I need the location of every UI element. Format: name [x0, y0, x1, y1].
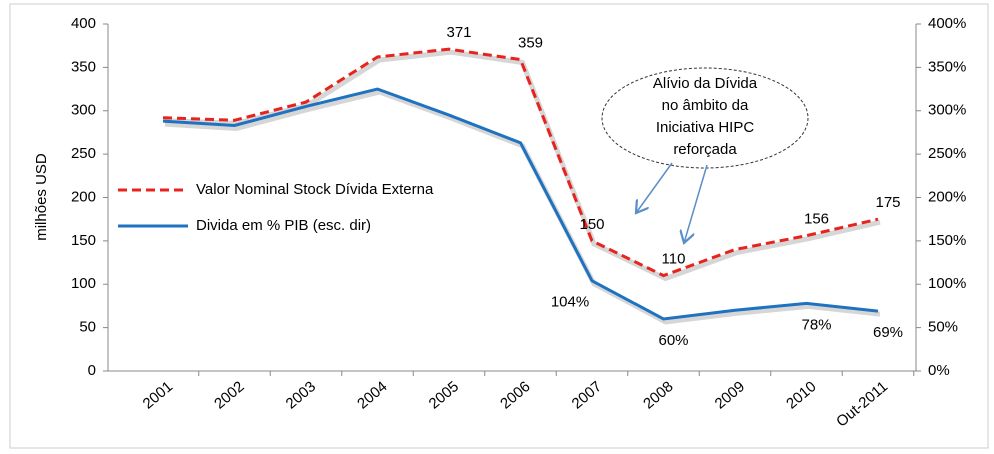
- y2-tick-label: 150%: [928, 232, 966, 249]
- annotation-arrow: [684, 164, 708, 243]
- y-axis-label: milhões USD: [33, 153, 50, 241]
- y-tick-label: 350: [71, 58, 96, 75]
- annotation-text: Iniciativa HIPC: [656, 119, 755, 136]
- annotation-text: Alívio da Dívida: [653, 75, 758, 92]
- data-label: 371: [446, 24, 471, 41]
- y2-tick-label: 200%: [928, 188, 966, 205]
- y-tick-label: 100: [71, 275, 96, 292]
- y-tick-label: 400: [71, 15, 96, 32]
- data-label: 60%: [658, 332, 688, 349]
- annotation-text: no âmbito da: [662, 97, 749, 114]
- y2-tick-label: 50%: [928, 319, 958, 336]
- y-tick-label: 250: [71, 145, 96, 162]
- data-label: 175: [875, 194, 900, 211]
- annotation-text: reforçada: [673, 141, 737, 158]
- y-tick-label: 200: [71, 188, 96, 205]
- y2-tick-label: 400%: [928, 15, 966, 32]
- series-line: [162, 47, 879, 278]
- data-label: 104%: [551, 294, 589, 311]
- data-label: 359: [518, 35, 543, 52]
- y2-tick-label: 350%: [928, 58, 966, 75]
- data-label: 156: [804, 211, 829, 228]
- y2-tick-label: 0%: [928, 362, 950, 379]
- y2-tick-label: 100%: [928, 275, 966, 292]
- annotation-arrow: [636, 162, 673, 213]
- data-label: 150: [579, 216, 604, 233]
- y-tick-label: 150: [71, 232, 96, 249]
- y2-tick-label: 300%: [928, 102, 966, 119]
- data-label: 110: [662, 251, 686, 268]
- y-tick-label: 0: [88, 362, 96, 379]
- y2-tick-label: 250%: [928, 145, 966, 162]
- annotation-bubble: [601, 67, 809, 169]
- data-label: 78%: [801, 316, 831, 333]
- y-tick-label: 50: [79, 319, 96, 336]
- series-line: [162, 87, 879, 321]
- y-tick-label: 300: [71, 102, 96, 119]
- legend-label: Valor Nominal Stock Dívida Externa: [196, 181, 434, 198]
- legend-label: Divida em % PIB (esc. dir): [196, 217, 371, 234]
- data-label: 69%: [873, 324, 903, 341]
